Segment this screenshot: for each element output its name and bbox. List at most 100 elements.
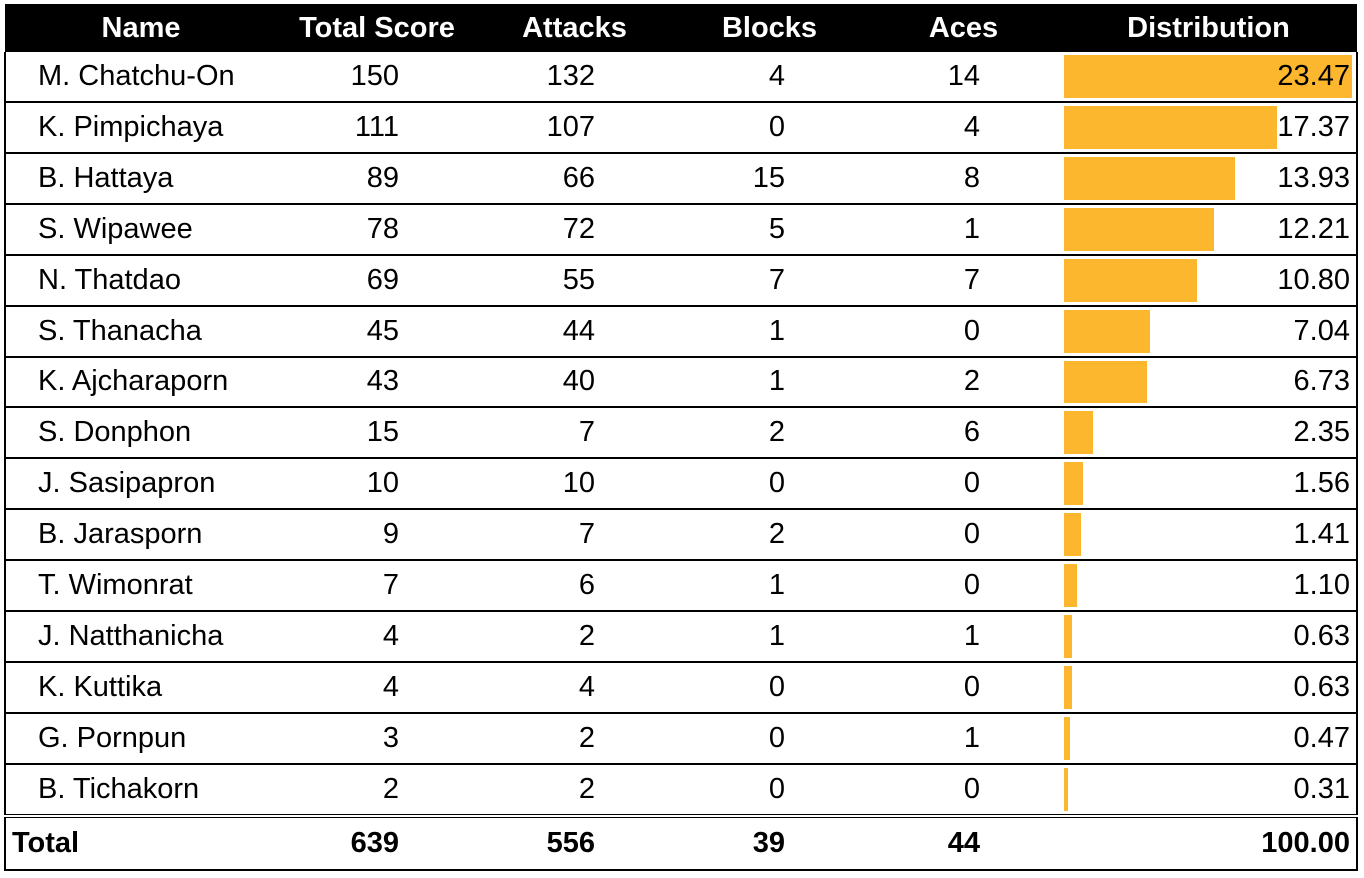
- player-name-cell: K. Ajcharaporn: [4, 356, 277, 409]
- table-body: M. Chatchu-On 150 132 4 14 23.47 K. Pimpichaya…: [4, 52, 1358, 872]
- attacks-cell: 66: [477, 152, 672, 205]
- header-distribution: Distribution: [1060, 4, 1357, 52]
- player-name-cell: S. Donphon: [4, 407, 277, 460]
- player-name-cell: S. Thanacha: [4, 305, 277, 358]
- table-row: M. Chatchu-On 150 132 4 14 23.47: [4, 52, 1358, 103]
- distribution-bar: [1064, 207, 1214, 251]
- header-blocks: Blocks: [672, 4, 867, 52]
- distribution-cell: 10.80: [1060, 254, 1358, 307]
- table-row: K. Kuttika 4 4 0 0 0.63: [4, 662, 1358, 714]
- table-row: K. Ajcharaporn 43 40 1 2 6.73: [4, 356, 1358, 409]
- aces-cell: 2: [867, 356, 1060, 409]
- player-name-cell: G. Pornpun: [4, 712, 277, 765]
- table-row: S. Thanacha 45 44 1 0 7.04: [4, 305, 1358, 358]
- attacks-cell: 44: [477, 305, 672, 358]
- aces-cell: 0: [867, 560, 1060, 613]
- score-table: Name Total Score Attacks Blocks Aces Dis…: [4, 4, 1358, 872]
- attacks-cell: 6: [477, 560, 672, 613]
- blocks-cell: 1: [672, 305, 867, 358]
- aces-cell: 1: [867, 712, 1060, 765]
- distribution-bar: [1064, 55, 1352, 98]
- distribution-bar: [1064, 105, 1277, 149]
- attacks-cell: 2: [477, 712, 672, 765]
- distribution-bar: [1064, 615, 1072, 659]
- attacks-cell: 132: [477, 52, 672, 103]
- table-row: T. Wimonrat 7 6 1 0 1.10: [4, 560, 1358, 613]
- aces-cell: 8: [867, 152, 1060, 205]
- distribution-label: 0.47: [1293, 721, 1350, 754]
- header-row: Name Total Score Attacks Blocks Aces Dis…: [5, 4, 1357, 52]
- total-label-cell: Total: [4, 815, 277, 872]
- attacks-cell: 7: [477, 407, 672, 460]
- distribution-cell: 0.47: [1060, 712, 1358, 765]
- aces-cell: 6: [867, 407, 1060, 460]
- distribution-cell: 13.93: [1060, 152, 1358, 205]
- total-score-cell: 4: [277, 662, 477, 714]
- header-attacks: Attacks: [477, 4, 672, 52]
- distribution-label: 6.73: [1293, 365, 1350, 398]
- total-score-cell: 9: [277, 509, 477, 562]
- player-name-cell: B. Hattaya: [4, 152, 277, 205]
- blocks-cell: 5: [672, 203, 867, 256]
- total-score-cell: 89: [277, 152, 477, 205]
- attacks-cell: 2: [477, 611, 672, 664]
- blocks-cell: 15: [672, 152, 867, 205]
- attacks-cell: 7: [477, 509, 672, 562]
- distribution-label: 23.47: [1277, 59, 1350, 92]
- distribution-sum-cell: 100.00: [1060, 815, 1358, 872]
- distribution-cell: 2.35: [1060, 407, 1358, 460]
- distribution-cell: 6.73: [1060, 356, 1358, 409]
- blocks-cell: 1: [672, 356, 867, 409]
- distribution-bar: [1064, 309, 1150, 353]
- blocks-cell: 2: [672, 509, 867, 562]
- blocks-cell: 0: [672, 763, 867, 818]
- aces-cell: 0: [867, 305, 1060, 358]
- header-total-score: Total Score: [277, 4, 477, 52]
- distribution-label: 7.04: [1293, 314, 1350, 347]
- player-name-cell: J. Natthanicha: [4, 611, 277, 664]
- blocks-cell: 0: [672, 101, 867, 154]
- aces-cell: 0: [867, 662, 1060, 714]
- player-name-cell: B. Tichakorn: [4, 763, 277, 818]
- distribution-bar: [1064, 156, 1235, 200]
- table-row: J. Sasipapron 10 10 0 0 1.56: [4, 458, 1358, 511]
- total-score-cell: 3: [277, 712, 477, 765]
- blocks-cell: 0: [672, 662, 867, 714]
- aces-cell: 0: [867, 458, 1060, 511]
- distribution-cell: 0.63: [1060, 662, 1358, 714]
- header-aces: Aces: [867, 4, 1060, 52]
- total-score-cell: 150: [277, 52, 477, 103]
- distribution-bar: [1064, 258, 1197, 302]
- distribution-cell: 12.21: [1060, 203, 1358, 256]
- player-name-cell: M. Chatchu-On: [4, 52, 277, 103]
- aces-sum-cell: 44: [867, 815, 1060, 872]
- distribution-label: 0.31: [1293, 772, 1350, 805]
- player-name-cell: T. Wimonrat: [4, 560, 277, 613]
- total-score-cell: 4: [277, 611, 477, 664]
- aces-cell: 0: [867, 763, 1060, 818]
- table-row: K. Pimpichaya 111 107 0 4 17.37: [4, 101, 1358, 154]
- attacks-sum-cell: 556: [477, 815, 672, 872]
- blocks-cell: 0: [672, 458, 867, 511]
- table-row: B. Jarasporn 9 7 2 0 1.41: [4, 509, 1358, 562]
- blocks-cell: 7: [672, 254, 867, 307]
- aces-cell: 1: [867, 203, 1060, 256]
- blocks-sum-cell: 39: [672, 815, 867, 872]
- blocks-cell: 4: [672, 52, 867, 103]
- player-name-cell: S. Wipawee: [4, 203, 277, 256]
- distribution-cell: 1.56: [1060, 458, 1358, 511]
- table-row: N. Thatdao 69 55 7 7 10.80: [4, 254, 1358, 307]
- distribution-cell: 7.04: [1060, 305, 1358, 358]
- total-score-cell: 2: [277, 763, 477, 818]
- total-score-cell: 15: [277, 407, 477, 460]
- player-name-cell: B. Jarasporn: [4, 509, 277, 562]
- player-name-cell: K. Pimpichaya: [4, 101, 277, 154]
- player-name-cell: K. Kuttika: [4, 662, 277, 714]
- distribution-label: 1.10: [1293, 569, 1350, 602]
- total-score-sum-cell: 639: [277, 815, 477, 872]
- attacks-cell: 10: [477, 458, 672, 511]
- distribution-label: 2.35: [1293, 416, 1350, 449]
- distribution-label: 17.37: [1277, 110, 1350, 143]
- distribution-label: 10.80: [1277, 263, 1350, 296]
- blocks-cell: 1: [672, 611, 867, 664]
